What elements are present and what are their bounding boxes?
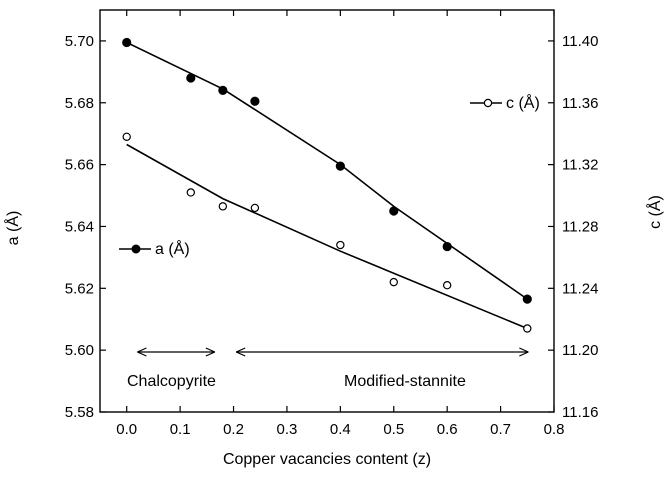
x-tick-label: 0.7 xyxy=(490,421,511,438)
arrow-head xyxy=(205,347,216,357)
ticks: 0.0 0.1 0.2 0.3 0.4 0.5 0.6 0.7 0.8 5.58 5.60 5.62 5… xyxy=(65,10,598,438)
y-right-tick-label: 11.24 xyxy=(562,280,598,297)
legend-label-a: a (Å) xyxy=(155,239,190,258)
y-right-tick-label: 11.36 xyxy=(562,95,598,112)
legend-marker-a xyxy=(131,244,141,254)
point-c xyxy=(442,281,452,290)
y-left-tick-label: 5.62 xyxy=(65,280,94,297)
point-a xyxy=(442,241,452,252)
point-c xyxy=(122,132,131,141)
point-c xyxy=(218,202,228,211)
arrow-head xyxy=(137,347,147,357)
point-c xyxy=(389,277,398,287)
point-c xyxy=(250,203,260,213)
arrow-head xyxy=(519,347,529,357)
y-left-tick-label: 5.64 xyxy=(65,218,94,235)
y-right-tick-label: 11.32 xyxy=(562,157,598,174)
x-tick-label: 0.0 xyxy=(116,421,137,438)
data-points xyxy=(122,37,532,333)
point-c xyxy=(186,188,195,197)
annotation-label: Modified-stannite xyxy=(344,373,466,390)
point-a xyxy=(335,161,345,171)
x-tick-label: 0.5 xyxy=(383,421,404,438)
x-tick-label: 0.6 xyxy=(437,421,458,438)
point-a xyxy=(389,206,399,216)
y-right-tick-label: 11.16 xyxy=(562,404,598,421)
y-right-tick-label: 11.28 xyxy=(562,218,598,235)
point-a xyxy=(186,73,196,83)
point-a xyxy=(522,294,532,304)
fit-line-c xyxy=(126,143,528,330)
y-right-tick-label: 11.20 xyxy=(562,342,598,359)
x-tick-label: 0.1 xyxy=(170,421,191,438)
point-c xyxy=(523,324,532,333)
point-a xyxy=(250,96,260,106)
y-left-tick-label: 5.70 xyxy=(65,33,94,50)
x-tick-label: 0.4 xyxy=(330,421,351,438)
y-right-tick-label: 11.40 xyxy=(562,33,598,50)
arrow-head xyxy=(235,347,246,357)
y-left-tick-label: 5.68 xyxy=(65,95,94,112)
legends: a (Å) c (Å) xyxy=(119,93,540,258)
y-left-tick-label: 5.58 xyxy=(65,404,94,421)
y-left-tick-label: 5.60 xyxy=(65,342,94,359)
annotations: Chalcopyrite Modified-stannite xyxy=(127,347,529,390)
point-a xyxy=(122,37,132,48)
point-a xyxy=(218,85,228,96)
fit-lines xyxy=(126,41,528,330)
legend-label-c: c (Å) xyxy=(506,93,540,112)
y-left-tick-label: 5.66 xyxy=(65,157,94,174)
legend-marker-c xyxy=(483,98,493,108)
plot-frame xyxy=(99,9,555,413)
x-tick-label: 0.2 xyxy=(223,421,244,438)
fit-line-a xyxy=(126,41,528,300)
right-axis-label: c (Å) xyxy=(645,195,664,229)
left-axis-label: a (Å) xyxy=(3,211,22,246)
annotation-label: Chalcopyrite xyxy=(127,373,216,390)
x-axis-label: Copper vacancies content (z) xyxy=(223,451,431,468)
x-tick-label: 0.3 xyxy=(277,421,298,438)
x-tick-label: 0.8 xyxy=(544,421,565,438)
point-c xyxy=(336,240,345,250)
